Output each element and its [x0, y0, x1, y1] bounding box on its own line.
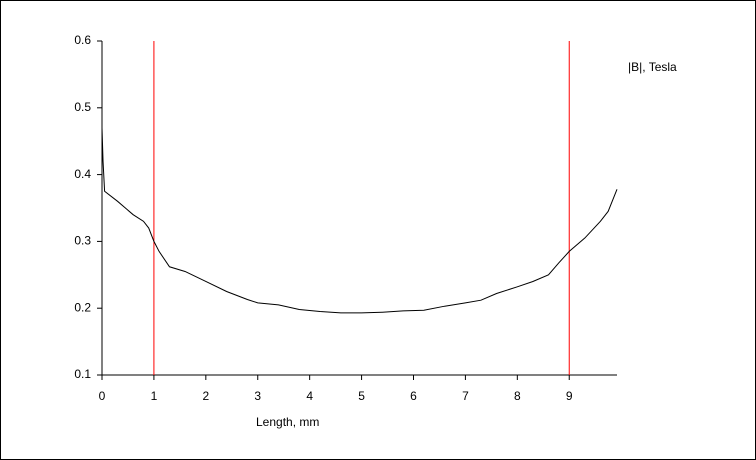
- x-tick-label: 8: [514, 389, 521, 403]
- x-tick-label: 6: [410, 389, 417, 403]
- x-tick-label: 1: [151, 389, 158, 403]
- y-tick-label: 0.4: [74, 167, 91, 181]
- x-tick-label: 4: [306, 389, 313, 403]
- y-tick-label: 0.1: [74, 367, 91, 381]
- x-tick-label: 5: [358, 389, 365, 403]
- y-tick-label: 0.6: [74, 33, 91, 47]
- x-tick-label: 7: [462, 389, 469, 403]
- data-line: [101, 127, 618, 314]
- x-tick-label: 9: [566, 389, 573, 403]
- x-tick-label: 3: [254, 389, 261, 403]
- x-tick-label: 0: [99, 389, 106, 403]
- x-axis-label: Length, mm: [256, 415, 319, 429]
- legend-label: |B|, Tesla: [628, 60, 677, 74]
- x-tick-label: 2: [202, 389, 209, 403]
- y-tick-label: 0.3: [74, 234, 91, 248]
- y-tick-label: 0.5: [74, 100, 91, 114]
- y-tick-label: 0.2: [74, 300, 91, 314]
